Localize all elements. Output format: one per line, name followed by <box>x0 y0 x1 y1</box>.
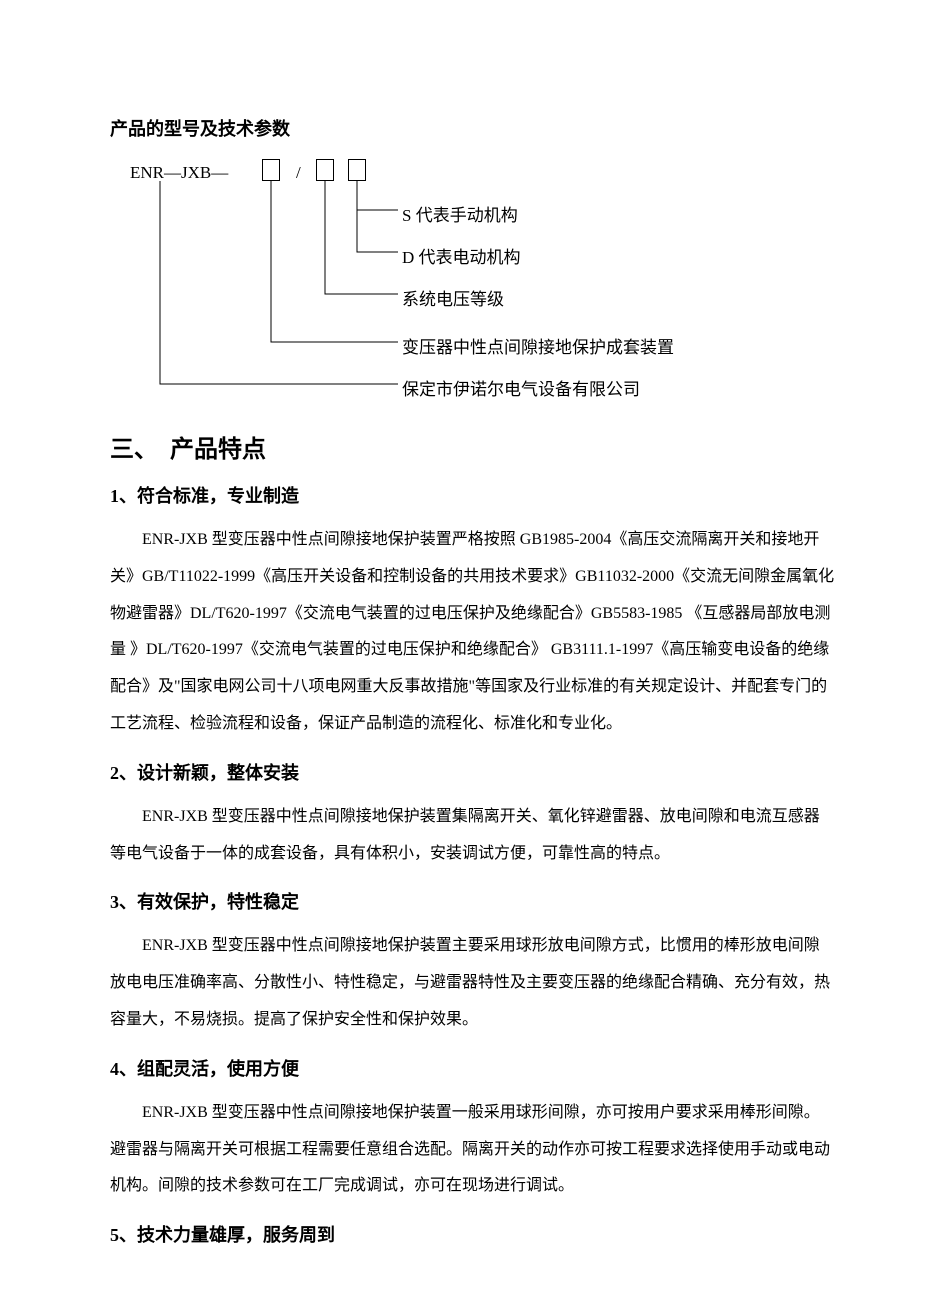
diagram-lines <box>130 159 850 409</box>
feature-body: ENR-JXB 型变压器中性点间隙接地保护装置一般采用球形间隙，亦可按用户要求采… <box>110 1095 835 1205</box>
feature-item: 3、有效保护，特性稳定 ENR-JXB 型变压器中性点间隙接地保护装置主要采用球… <box>110 888 835 1038</box>
feature-body: ENR-JXB 型变压器中性点间隙接地保护装置严格按照 GB1985-2004《… <box>110 522 835 743</box>
feature-body: ENR-JXB 型变压器中性点间隙接地保护装置主要采用球形放电间隙方式，比惯用的… <box>110 928 835 1038</box>
feature-heading: 3、有效保护，特性稳定 <box>110 888 835 914</box>
feature-heading: 2、设计新颖，整体安装 <box>110 759 835 785</box>
feature-item: 2、设计新颖，整体安装 ENR-JXB 型变压器中性点间隙接地保护装置集隔离开关… <box>110 759 835 873</box>
section-number: 三、 <box>110 437 158 463</box>
feature-item: 5、技术力量雄厚，服务周到 <box>110 1221 835 1247</box>
feature-item: 1、符合标准，专业制造 ENR-JXB 型变压器中性点间隙接地保护装置严格按照 … <box>110 482 835 743</box>
feature-heading: 4、组配灵活，使用方便 <box>110 1055 835 1081</box>
document-page: 产品的型号及技术参数 ENR—JXB— / S 代表手动机构 D 代表电动机构 … <box>0 0 945 1311</box>
feature-body: ENR-JXB 型变压器中性点间隙接地保护装置集隔离开关、氧化锌避雷器、放电间隙… <box>110 799 835 873</box>
section-heading: 三、 产品特点 <box>110 429 835 464</box>
section-title: 产品特点 <box>170 437 266 463</box>
feature-heading: 5、技术力量雄厚，服务周到 <box>110 1221 835 1247</box>
page-title: 产品的型号及技术参数 <box>110 115 835 141</box>
model-diagram: ENR—JXB— / S 代表手动机构 D 代表电动机构 系统电压等级 变压器中… <box>130 159 835 409</box>
feature-item: 4、组配灵活，使用方便 ENR-JXB 型变压器中性点间隙接地保护装置一般采用球… <box>110 1055 835 1205</box>
feature-heading: 1、符合标准，专业制造 <box>110 482 835 508</box>
